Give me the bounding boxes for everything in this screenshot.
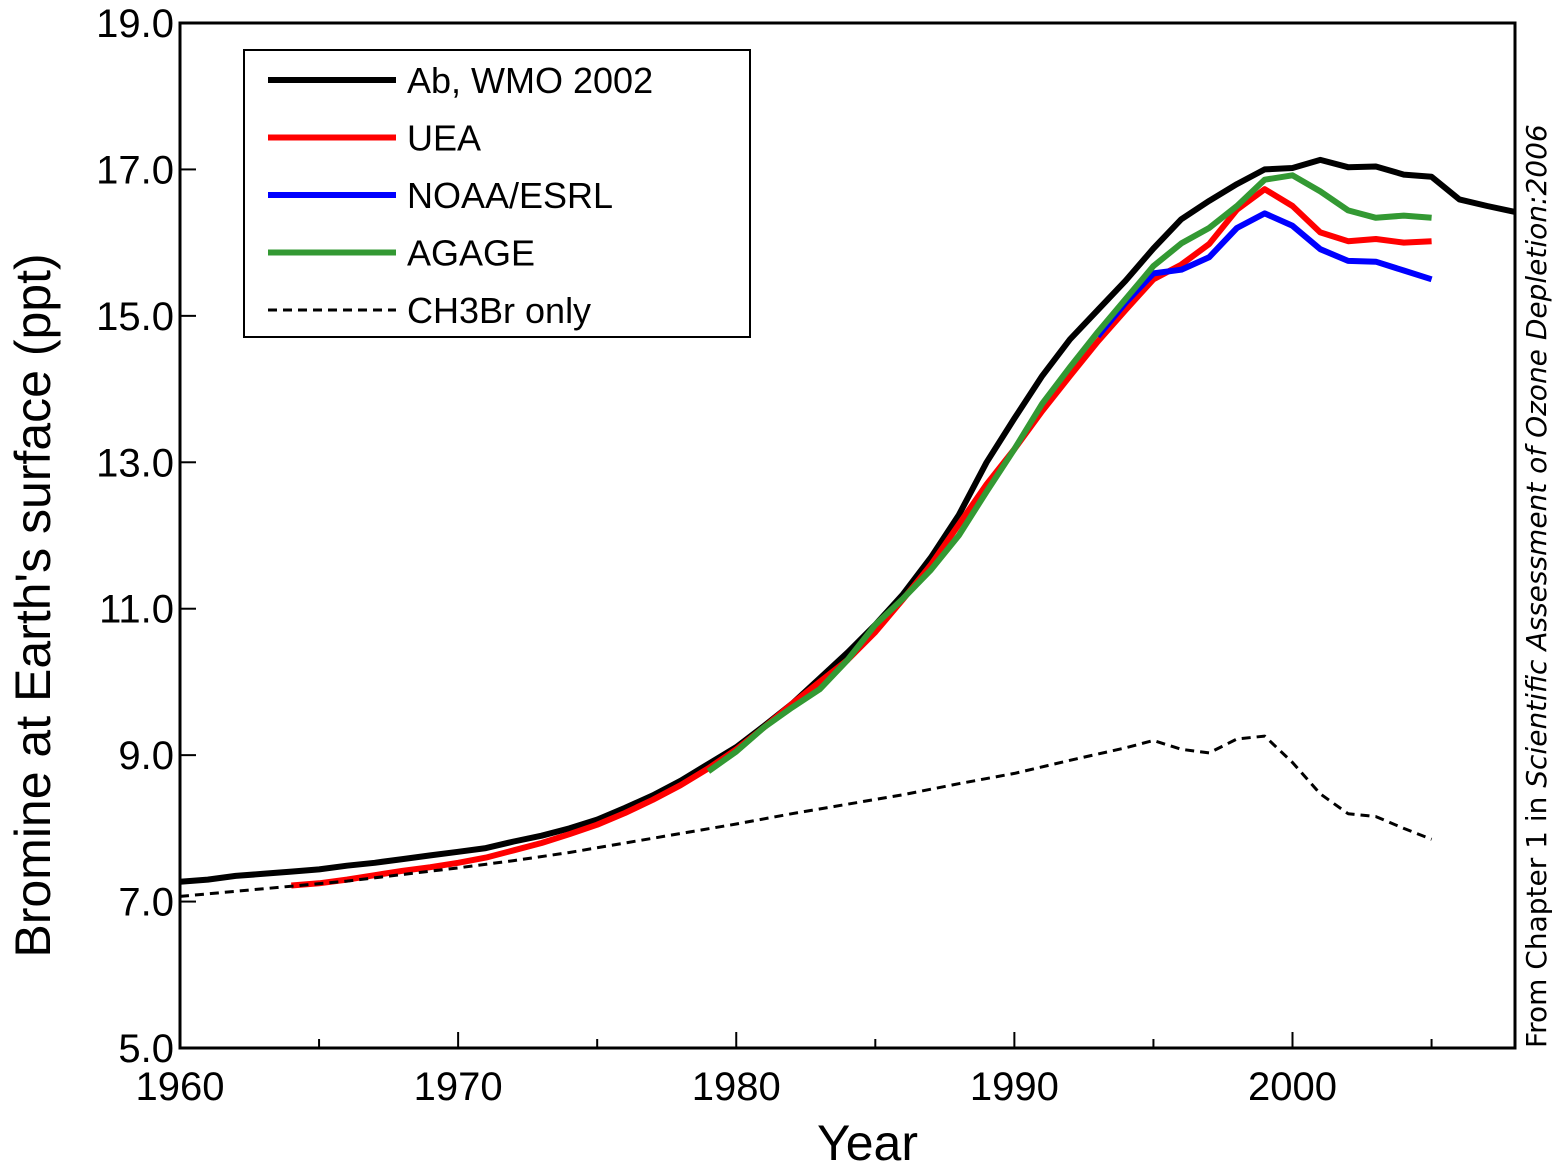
legend: Ab, WMO 2002 UEA NOAA/ESRL AGAGE CH3Br only	[243, 49, 751, 338]
x-tick-label: 2000	[1248, 1065, 1337, 1109]
x-tick-label: 1960	[136, 1065, 225, 1109]
series-line-4	[179, 734, 1433, 898]
series-line-3	[706, 172, 1432, 774]
x-tick-label: 1980	[692, 1065, 781, 1109]
series-line-2	[1095, 210, 1433, 339]
y-tick-label: 9.0	[118, 734, 174, 778]
y-tick-label: 13.0	[96, 441, 174, 485]
legend-label: Ab, WMO 2002	[407, 60, 653, 101]
y-tick-label: 19.0	[96, 2, 174, 46]
source-credit-title: Scientific Assessment of Ozone Depletion…	[1520, 124, 1553, 787]
x-axis-title: Year	[817, 1115, 918, 1171]
plot-frame	[178, 21, 1517, 1050]
series-line-0	[179, 156, 1516, 885]
y-tick-label: 15.0	[96, 295, 174, 339]
y-tick-label: 17.0	[96, 148, 174, 192]
y-tick-label: 11.0	[99, 588, 174, 632]
legend-label: UEA	[407, 118, 481, 159]
legend-label: AGAGE	[407, 233, 535, 274]
tick-layer: 5.0 7.0 9.0 11.0 13.0 15.0 17.0 19.0 1960 1970 198…	[96, 2, 1433, 1109]
y-axis-title: Bromine at Earth's surface (ppt)	[5, 253, 61, 957]
series-layer	[179, 156, 1516, 898]
y-tick-label: 7.0	[118, 881, 174, 925]
x-tick-label: 1970	[414, 1065, 503, 1109]
x-tick-label: 1990	[970, 1065, 1059, 1109]
y-tick-label: 5.0	[118, 1027, 174, 1071]
source-credit-prefix: From Chapter 1 in	[1520, 788, 1553, 1048]
legend-label: NOAA/ESRL	[407, 175, 613, 216]
legend-label: CH3Br only	[407, 290, 591, 331]
source-credit: From Chapter 1 in Scientific Assessment …	[1520, 124, 1553, 1048]
